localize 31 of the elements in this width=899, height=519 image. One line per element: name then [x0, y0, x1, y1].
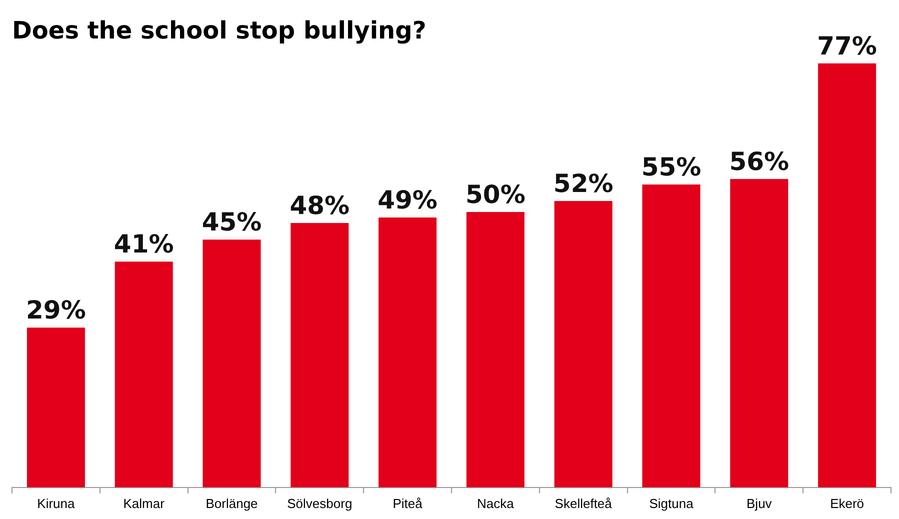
data-label: 45% [202, 208, 262, 237]
x-tick-label: Skellefteå [554, 496, 613, 511]
bar [290, 223, 349, 488]
data-label: 50% [466, 180, 526, 210]
data-label: 41% [114, 230, 174, 259]
x-tick-label: Sigtuna [649, 496, 694, 511]
bar [466, 212, 524, 488]
data-label: 29% [26, 296, 86, 325]
x-tick-label: Nacka [477, 496, 515, 511]
data-label: 48% [290, 191, 350, 220]
bar [730, 178, 788, 488]
bar [554, 201, 612, 488]
bar [642, 184, 700, 488]
data-label: 77% [817, 31, 877, 60]
x-tick-label: Ekerö [830, 496, 864, 511]
x-tick-label: Kalmar [123, 496, 166, 511]
x-tick-label: Piteå [392, 496, 424, 511]
x-tick-label: Kiruna [37, 496, 76, 511]
data-label: 49% [378, 186, 438, 215]
x-tick-label: Bjuv [746, 496, 772, 511]
x-tick-label: Sölvesborg [287, 496, 352, 511]
bar [26, 328, 85, 488]
x-tick-label: Borlänge [206, 496, 258, 511]
bar [114, 262, 173, 488]
chart-title: Does the school stop bullying? [12, 16, 426, 45]
bar [818, 63, 876, 488]
bar [378, 218, 437, 488]
bar [202, 240, 261, 488]
data-label: 56% [729, 146, 790, 176]
data-label: 52% [553, 169, 614, 198]
data-label: 55% [641, 152, 702, 182]
